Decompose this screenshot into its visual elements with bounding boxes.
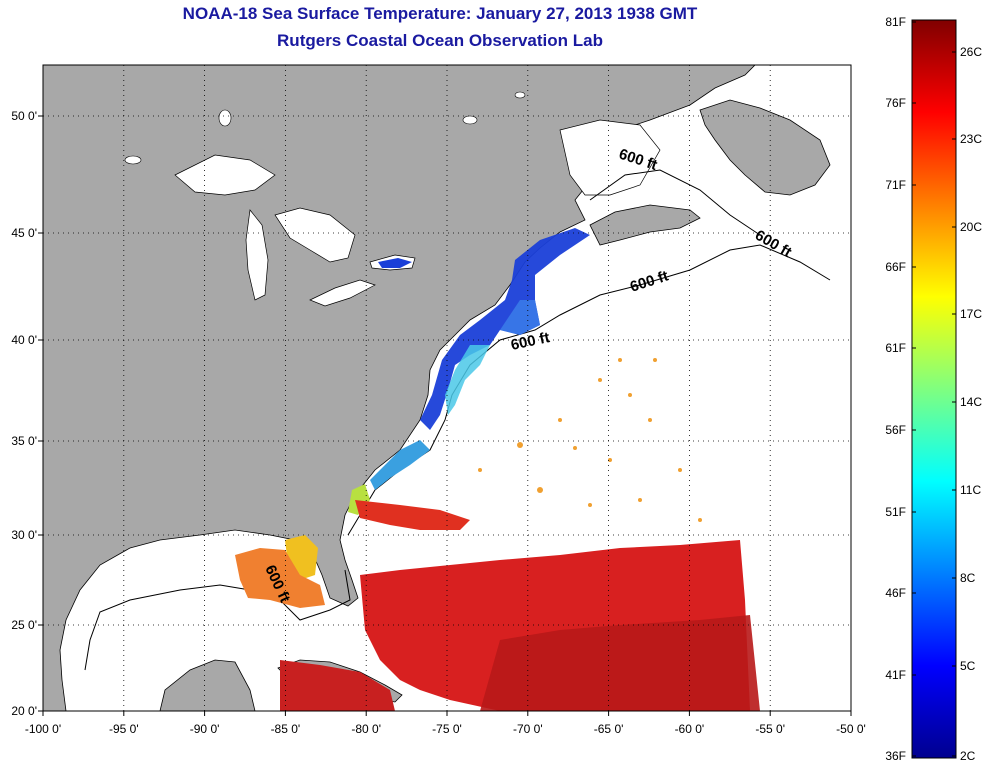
sst-scattered-orange [478,358,702,522]
colorbar-celsius-label: 23C [960,132,982,146]
colorbar-fahrenheit-label: 46F [885,586,906,600]
colorbar-fahrenheit-label: 56F [885,423,906,437]
land-yucatan [159,659,256,711]
colorbar-fahrenheit-label: 61F [885,341,906,355]
colorbar-celsius-label: 5C [960,659,976,673]
lat-tick-label: 40 0' [11,333,37,347]
inland-lakes [124,91,526,165]
sst-darkred-south [480,615,760,711]
colorbar-celsius-label: 26C [960,45,982,59]
axis-ticks: -100 0' -95 0' -90 0' -85 0' -80 0' -75 0' -70… [11,109,865,736]
colorbar-fahrenheit-label: 81F [885,15,906,29]
colorbar-fahrenheit-label: 36F [885,749,906,763]
sst-carolina [370,440,430,490]
sst-georgia-yellow [348,484,370,515]
sst-overlay [235,228,760,711]
lat-tick-label: 45 0' [11,226,37,240]
lat-tick-label: 20 0' [11,704,37,718]
map-subtitle: Rutgers Coastal Ocean Observation Lab [277,31,603,50]
map-title: NOAA-18 Sea Surface Temperature: January… [182,4,698,23]
colorbar-fahrenheit-label: 51F [885,505,906,519]
lat-tick-label: 35 0' [11,434,37,448]
lon-tick-label: -50 0' [836,722,866,736]
colorbar-celsius-label: 2C [960,749,976,763]
colorbar-fahrenheit-label: 76F [885,96,906,110]
sst-red-cuba [280,660,395,711]
sst-blue-lake [378,258,412,268]
colorbar-fahrenheit-label: 41F [885,668,906,682]
colorbar-celsius-label: 17C [960,307,982,321]
lat-tick-label: 30 0' [11,528,37,542]
land-nova-scotia [589,204,701,246]
colorbar-celsius-label: 14C [960,395,982,409]
colorbar-fahrenheit-label: 66F [885,260,906,274]
sst-gulf-orange [235,548,325,608]
lon-tick-label: -70 0' [513,722,543,736]
land-newfoundland [699,99,831,196]
lon-tick-label: -65 0' [594,722,624,736]
lon-tick-label: -55 0' [755,722,785,736]
colorbar-celsius-label: 8C [960,571,976,585]
lon-tick-label: -75 0' [432,722,462,736]
colorbar-celsius-label: 11C [960,483,981,497]
lon-tick-label: -80 0' [351,722,381,736]
gulf-st-lawrence [559,119,661,196]
lon-tick-label: -90 0' [190,722,220,736]
colorbar-celsius-label: 20C [960,220,982,234]
lon-tick-label: -95 0' [109,722,139,736]
sst-blue-shelf [500,300,540,335]
lat-tick-label: 50 0' [11,109,37,123]
colorbar-gradient [911,19,957,759]
sst-red-offshore [355,500,470,530]
lon-tick-label: -60 0' [675,722,705,736]
lon-tick-label: -85 0' [271,722,301,736]
sst-cyan-midatlantic [445,345,490,415]
lon-tick-label: -100 0' [25,722,61,736]
colorbar-fahrenheit-label: 71F [885,178,906,192]
lat-tick-label: 25 0' [11,618,37,632]
